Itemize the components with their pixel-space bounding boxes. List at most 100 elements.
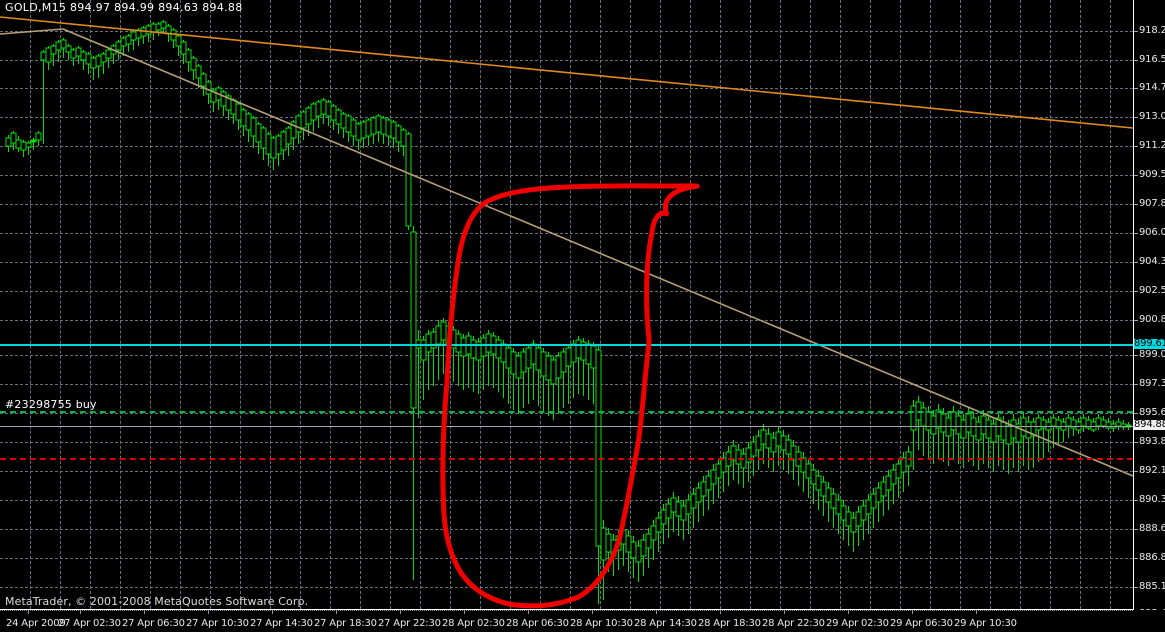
time-tick-label: 28 Apr 22:30 [762,618,825,629]
grid-line-vertical [840,0,841,609]
price-tick-mark [1134,175,1138,176]
grid-line-horizontal [0,558,1133,559]
trendline-orange[interactable] [0,16,1133,129]
time-tick-label: 27 Apr 02:30 [58,618,121,629]
grid-line-horizontal [0,320,1133,321]
chart-plot-area[interactable]: #23298755 buy [0,0,1134,610]
candlestick [650,520,657,560]
price-scale[interactable]: 918.25 916.50 914.75 913.00 911.25 909.55 907.… [1134,0,1165,619]
time-tick-mark [208,610,209,614]
grid-line-vertical [690,0,691,609]
grid-line-vertical [600,0,601,609]
price-tick-mark [1134,384,1138,385]
grid-line-vertical [120,0,121,609]
price-tick-mark [1134,117,1138,118]
grid-line-vertical [150,0,151,609]
candlestick [35,131,42,146]
time-tick-mark [272,610,273,614]
time-tick-label: 28 Apr 02:30 [442,618,505,629]
grid-line-horizontal [0,262,1133,263]
grid-line-vertical [1050,0,1051,609]
price-tick-mark [1134,320,1138,321]
time-tick-label: 24 Apr 2009 [6,618,66,629]
grid-line-horizontal [0,204,1133,205]
time-tick-label: 27 Apr 10:30 [186,618,249,629]
candlestick [175,34,182,56]
price-tick-mark [1134,500,1138,501]
candlestick [60,38,67,58]
time-tick-mark [528,610,529,614]
order-line[interactable] [0,411,1133,413]
time-tick-mark [400,610,401,614]
grid-line-vertical [630,0,631,609]
grid-line-vertical [330,0,331,609]
time-tick-mark [720,610,721,614]
trendline-tan-upper[interactable] [0,28,64,35]
grid-line-vertical [240,0,241,609]
grid-line-vertical [60,0,61,609]
price-tick-mark [1134,204,1138,205]
grid-line-horizontal [0,442,1133,443]
price-tick-label: 890.35 [1139,494,1165,505]
time-scale[interactable]: 24 Apr 2009 27 Apr 02:30 27 Apr 06:30 27 Ap… [0,610,1165,632]
time-tick-label: 27 Apr 22:30 [378,618,441,629]
price-tick-label: 909.55 [1139,169,1165,180]
candlestick [195,64,202,88]
candlestick [65,44,72,60]
time-tick-mark [80,610,81,614]
candlestick [45,46,52,70]
grid-line-vertical [30,0,31,609]
time-scale-divider [0,610,1133,611]
red-circle-highlight [440,183,700,609]
grid-line-vertical [780,0,781,609]
price-tick-mark [1134,471,1138,472]
candlestick [180,40,187,64]
candlestick [10,131,17,150]
price-tick-label: 899.61 [1134,338,1165,349]
red-circle-annotation [440,183,700,609]
price-tick-label: 897.35 [1139,378,1165,389]
grid-line-vertical [1020,0,1021,609]
grid-line-vertical [360,0,361,609]
grid-line-vertical [570,0,571,609]
price-tick-label: 904.30 [1139,256,1165,267]
stop-line[interactable] [0,458,1133,460]
price-tick-mark [1134,31,1138,32]
candlestick [185,48,192,72]
time-tick-mark [912,610,913,614]
price-tick-label: 899.05 [1139,349,1165,360]
price-tick-label: 902.55 [1139,285,1165,296]
ask-line[interactable] [0,426,1133,427]
price-tick-mark [1134,529,1138,530]
grid-line-horizontal [0,413,1133,414]
grid-line-vertical [300,0,301,609]
grid-line-vertical [180,0,181,609]
grid-line-vertical [540,0,541,609]
time-tick-label: 27 Apr 06:30 [122,618,185,629]
trendline-tan-descending[interactable] [62,28,1133,477]
grid-line-vertical [900,0,901,609]
time-tick-mark [144,610,145,614]
grid-line-horizontal [0,471,1133,472]
time-tick-mark [464,610,465,614]
grid-line-horizontal [0,384,1133,385]
grid-line-horizontal [0,500,1133,501]
price-tick-mark [1134,413,1138,414]
time-tick-label: 27 Apr 18:30 [314,618,377,629]
time-tick-mark [28,610,29,614]
bid-line[interactable] [0,344,1133,346]
order-label: #23298755 buy [5,398,97,411]
time-tick-label: 28 Apr 10:30 [570,618,633,629]
grid-line-vertical [1080,0,1081,609]
trendline-overlays[interactable] [0,0,1133,609]
candlestick [160,20,167,34]
price-tick-label: 892.10 [1139,465,1165,476]
time-tick-label: 29 Apr 06:30 [890,618,953,629]
grid-line-vertical [1110,0,1111,609]
candlestick [200,72,207,96]
candlestick [595,346,602,604]
time-tick-mark [784,610,785,614]
candlestick [25,141,32,155]
time-tick-label: 28 Apr 18:30 [698,618,761,629]
